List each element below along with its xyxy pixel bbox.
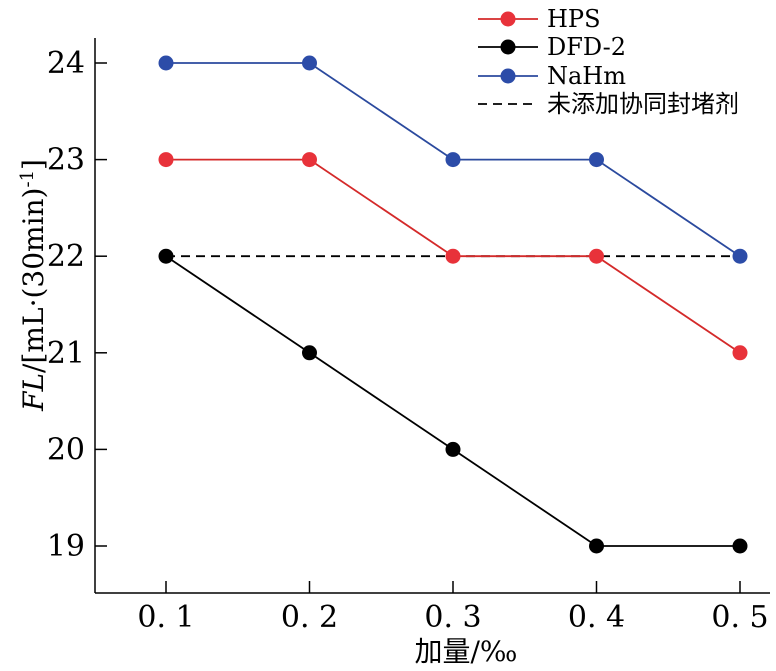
data-point bbox=[445, 248, 461, 264]
data-point bbox=[302, 345, 317, 361]
data-point bbox=[589, 248, 604, 264]
data-point bbox=[589, 538, 604, 554]
data-point bbox=[589, 152, 604, 168]
x-tick-label: 0. 2 bbox=[281, 600, 338, 635]
y-tick-label: 23 bbox=[47, 143, 85, 178]
x-axis-label: 加量/‰ bbox=[414, 635, 517, 668]
series-layer bbox=[158, 55, 748, 554]
legend-swatch-marker bbox=[500, 68, 516, 84]
data-point bbox=[158, 152, 174, 168]
series-line-1 bbox=[165, 255, 740, 547]
legend-swatch-marker bbox=[500, 11, 516, 27]
y-tick-label: 22 bbox=[47, 239, 85, 274]
legend-swatch-marker bbox=[500, 39, 516, 55]
x-tick-label: 0. 1 bbox=[137, 600, 194, 635]
data-point bbox=[732, 538, 748, 554]
legend-label: DFD-2 bbox=[547, 33, 626, 61]
data-point bbox=[302, 55, 317, 71]
y-tick-label: 20 bbox=[47, 432, 85, 467]
data-point bbox=[732, 248, 748, 264]
y-tick-label: 21 bbox=[47, 336, 85, 371]
data-point bbox=[158, 55, 174, 71]
legend-label: HPS bbox=[547, 5, 601, 33]
data-point bbox=[732, 345, 748, 361]
data-point bbox=[158, 248, 174, 264]
axes bbox=[94, 38, 770, 594]
y-tick-label: 24 bbox=[47, 46, 85, 81]
y-axis-label-sup: -1 bbox=[17, 170, 38, 188]
y-tick-label: 19 bbox=[47, 529, 85, 564]
x-tick-label: 0. 3 bbox=[424, 600, 481, 635]
y-axis-label: FL/[mL·(30min)-1] bbox=[17, 159, 50, 412]
x-tick-label: 0. 5 bbox=[711, 600, 768, 635]
y-axis-label-rest: /[mL·(30min) bbox=[17, 188, 50, 373]
x-tick-label: 0. 4 bbox=[568, 600, 625, 635]
y-axis-label-italic: FL bbox=[17, 373, 50, 412]
data-point bbox=[445, 152, 461, 168]
y-ticks: 19 20 21 22 23 24 bbox=[47, 46, 107, 564]
data-point bbox=[302, 152, 317, 168]
legend-label: NaHm bbox=[547, 62, 626, 90]
legend-label: 未添加协同封堵剂 bbox=[547, 90, 739, 118]
x-ticks: 0. 1 0. 2 0. 3 0. 4 0. 5 bbox=[137, 581, 769, 635]
y-axis-label-close: ] bbox=[17, 159, 50, 170]
data-point bbox=[445, 441, 461, 457]
